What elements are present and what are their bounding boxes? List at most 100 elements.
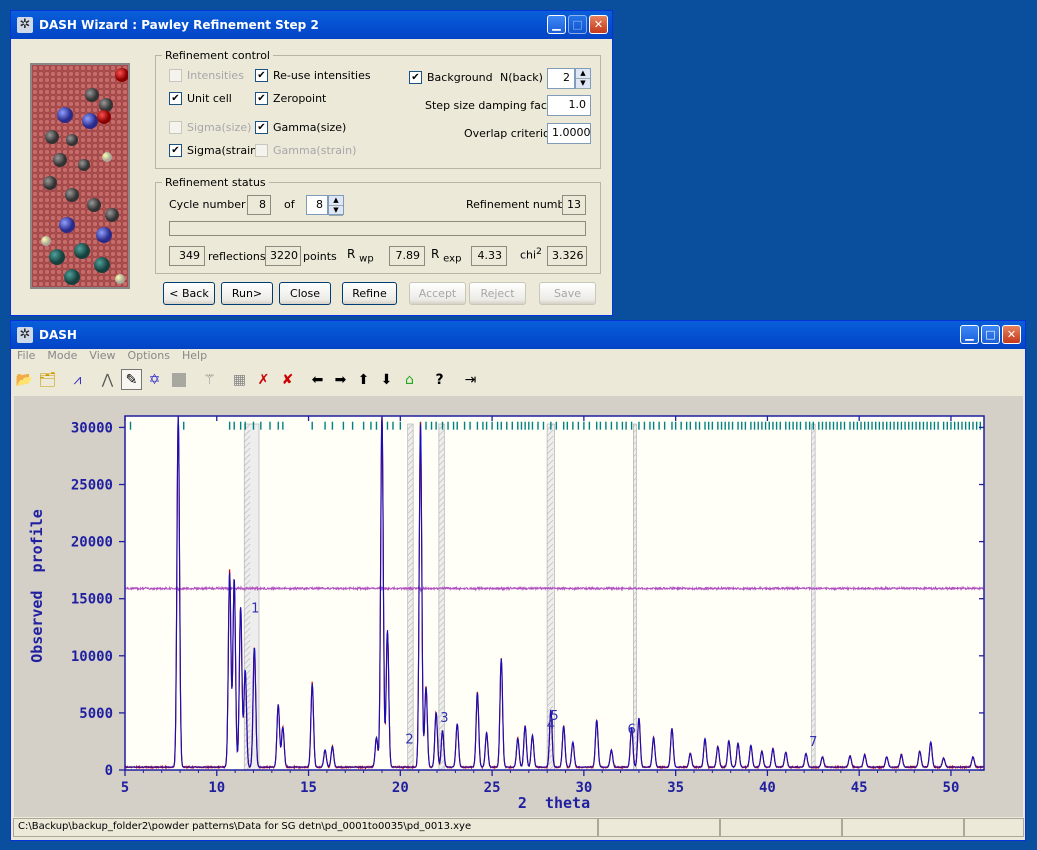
excluded-region-hatch [811,579,816,584]
maximize-button[interactable]: □ [981,325,1000,344]
refinement-control-group: Refinement control [155,49,601,169]
menu-mode[interactable]: Mode [47,349,78,362]
home-icon[interactable]: ⌂ [405,372,414,388]
excluded-region-hatch [407,501,414,508]
excluded-region-hatch [546,759,554,767]
close-window-button[interactable]: ✕ [589,15,608,34]
nback-field[interactable]: 2 [547,68,575,89]
gamma-size-checkbox[interactable]: ✔ Gamma(size) [255,121,346,134]
wand-icon[interactable]: ⚚ [203,372,216,388]
zeropoint-checkbox[interactable]: ✔ Zeropoint [255,92,326,105]
excluded-region-hatch [546,555,554,563]
grid-icon[interactable]: ▦ [232,372,247,388]
refinement-status-legend: Refinement status [165,176,266,189]
status-pane-3 [720,818,842,837]
excluded-region-hatch [811,543,816,548]
excluded-region-hatch [438,489,445,496]
back-button[interactable]: < Back [163,282,215,305]
excluded-region-hatch [438,501,445,508]
exit-icon[interactable]: ⇥ [464,372,477,388]
excluded-region-hatch [438,441,445,448]
open-icon[interactable]: 📂 [15,372,34,388]
open-project-icon[interactable]: 🗂 [38,372,57,388]
menu-file[interactable]: File [17,349,36,362]
run-button[interactable]: Run> [221,282,273,305]
excluded-region-hatch [438,513,445,520]
excluded-region-hatch [633,507,637,511]
excluded-region-hatch [811,723,816,728]
wizard-titlebar[interactable]: ✲ DASH Wizard : Pawley Refinement Step 2… [11,11,612,39]
reuse-intensities-checkbox[interactable]: ✔ Re-use intensities [255,69,371,82]
gray-box-icon[interactable] [168,369,189,390]
cycles-spinner[interactable]: ▲ ▼ [328,195,344,216]
help-icon[interactable]: ? [435,372,444,388]
excluded-region-hatch [438,471,445,478]
dash-app-icon: ✲ [17,327,33,343]
reflection-tick-marks [129,421,982,430]
peak-icon[interactable]: ⋀ [101,372,114,388]
overlap-field[interactable]: 1.0000 [547,123,591,144]
minimize-button[interactable]: ▁ [960,325,979,344]
excluded-region-hatch [633,489,637,493]
excluded-region-hatch [633,741,637,745]
excluded-region-hatch [407,447,414,454]
dash-titlebar[interactable]: ✲ DASH ▁ □ ✕ [11,321,1025,349]
minimize-button[interactable]: ▁ [547,15,566,34]
excluded-region-hatch [546,567,554,575]
of-field[interactable]: 8 [306,195,328,215]
excluded-region-hatch [633,501,637,505]
close-window-button[interactable]: ✕ [1002,325,1021,344]
excluded-region-hatch [244,537,251,545]
refine-button[interactable]: Refine [342,282,397,305]
excluded-region-hatch [407,531,414,538]
excluded-region-hatch [811,459,816,464]
excluded-region-hatch [244,513,251,521]
excluded-region-hatch [407,429,414,436]
excluded-region-hatch [811,627,816,632]
excluded-region-hatch [407,711,414,718]
excluded-region-hatch [438,639,445,646]
arrow-up-icon[interactable]: ⬆ [357,372,370,388]
excluded-region-hatch [546,663,554,671]
arrow-right-icon[interactable]: ➡ [334,372,347,388]
excluded-region-hatch [811,435,816,440]
arrow-down-icon[interactable]: ⬇ [380,372,393,388]
excluded-region-hatch [438,447,445,454]
pointer-icon[interactable]: ✎ [121,369,142,390]
spin-up-icon: ▲ [576,69,590,79]
excluded-region-hatch [546,447,554,455]
excluded-region-hatch [244,495,251,503]
excluded-region-hatch [438,543,445,550]
delete-x-icon[interactable]: ✗ [257,372,270,388]
background-checkbox[interactable]: ✔ Background [409,71,493,84]
excluded-region-hatch [244,519,251,527]
excluded-region-hatch [633,729,637,733]
excluded-region-hatch [546,681,554,689]
excluded-region-hatch [633,477,637,481]
arrow-left-icon[interactable]: ⬅ [311,372,324,388]
excluded-region-hatch [407,561,414,568]
star-icon[interactable]: ✡ [148,372,161,388]
delete-all-icon[interactable]: ✘ [281,372,294,388]
excluded-region-hatch [546,597,554,605]
close-button[interactable]: Close [279,282,331,305]
unit-cell-checkbox[interactable]: ✔ Unit cell [169,92,232,105]
menu-help[interactable]: Help [181,349,208,362]
excluded-region-hatch [811,567,816,572]
excluded-region-hatch [633,561,637,565]
excluded-region-hatch [407,537,414,544]
damping-field[interactable]: 1.0 [547,95,591,116]
profile-icon[interactable]: ⩘ [73,372,82,388]
excluded-region-hatch [244,507,251,515]
excluded-region-hatch [407,753,414,760]
excluded-region-hatch [244,591,251,599]
menu-view[interactable]: View [89,349,116,362]
excluded-region-hatch [244,687,251,695]
excluded-region-hatch [546,471,554,479]
excluded-region-hatch [244,639,251,647]
excluded-region-hatch [633,699,637,703]
sigma-strain-checkbox[interactable]: ✔ Sigma(strain) [169,144,261,157]
menu-options[interactable]: Options [127,349,170,362]
nback-spinner[interactable]: ▲ ▼ [575,68,591,89]
